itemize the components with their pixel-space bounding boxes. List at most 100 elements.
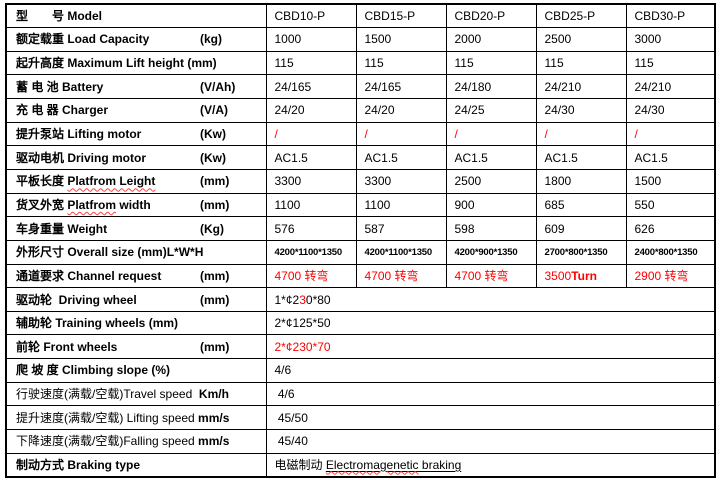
text-run: 制动方式 Braking type [16, 457, 141, 472]
table-row-lift-height: 起升高度 Maximum Lift height (mm) 115 115 115 11… [5, 50, 716, 76]
cell-lifting-speed-0: 45/50 [265, 405, 716, 431]
text-run: AC1.5 [454, 150, 488, 165]
text-run: 前轮 Front wheels [16, 339, 118, 354]
text-run: 4/6 [274, 363, 292, 378]
cell-model-4: CBD30-P [625, 3, 716, 29]
table-row-channel-request: 通道要求 Channel request (mm) 4700 转弯 4700 转弯 47… [5, 263, 716, 289]
table-row-platform-length: 平板长度 Platfrom Leight (mm) 3300 3300 2500 1800… [5, 168, 716, 194]
text-run: / [454, 127, 458, 142]
cell-battery-1: 24/165 [355, 74, 447, 100]
text-run: 辅助轮 Training wheels (mm) [16, 316, 179, 331]
text-run: 车身重量 Weight [16, 221, 108, 236]
table-row-braking-type: 制动方式 Braking type 电磁制动 Electromagenetic b… [5, 452, 716, 478]
cell-front-wheels-0: 2*¢230*70 [265, 334, 716, 360]
text-run: 行驶速度(满载/空载)Travel speed [16, 387, 199, 402]
text-run: 115 [274, 56, 294, 71]
cell-battery-4: 24/210 [625, 74, 716, 100]
cell-platform-width-2: 900 [445, 192, 537, 218]
cell-falling-speed-0: 45/40 [265, 429, 716, 454]
text-run: 24/210 [634, 79, 672, 94]
text-run: 24/30 [544, 103, 575, 118]
row-label-climbing-slope: 爬 坡 度 Climbing slope (%) [5, 358, 267, 383]
text-run: 3300 [274, 174, 302, 189]
row-unit-battery: (V/Ah) [200, 79, 236, 94]
text-run: 1100 [364, 197, 391, 212]
text-run: mm/s [198, 410, 230, 425]
text-run: 24/165 [274, 79, 312, 94]
text-run: 1500 [634, 174, 662, 189]
text-run: 45/50 [274, 410, 308, 425]
table-row-weight: 车身重量 Weight (Kg) 576 587 598 609 626 [5, 216, 716, 241]
cell-overall-size-0: 4200*1100*1350 [265, 239, 357, 265]
text-run: 24/30 [634, 103, 665, 118]
cell-lift-height-4: 115 [625, 50, 716, 76]
table-row-climbing-slope: 爬 坡 度 Climbing slope (%) 4/6 [5, 358, 716, 383]
text-run: 24/25 [454, 103, 485, 118]
cell-charger-2: 24/25 [445, 98, 537, 123]
text-run: / [634, 127, 638, 142]
text-run: 3500 [544, 268, 572, 283]
row-label-weight: 车身重量 Weight (Kg) [5, 216, 267, 241]
cell-channel-request-2: 4700 转弯 [445, 263, 537, 289]
row-label-front-wheels: 前轮 Front wheels (mm) [5, 334, 267, 360]
cell-travel-speed-0: 4/6 [265, 381, 716, 407]
row-unit-charger: (V/A) [200, 103, 228, 118]
text-run: CBD25-P [544, 9, 596, 24]
cell-lift-height-0: 115 [265, 50, 357, 76]
row-unit-channel-request: (mm) [200, 268, 230, 283]
spec-table-body: 型 号 Model CBD10-P CBD15-P CBD20-P CBD25-P CBD… [5, 3, 716, 478]
text-run: 45/40 [274, 434, 308, 449]
cell-battery-3: 24/210 [535, 74, 627, 100]
cell-platform-width-1: 1100 [355, 192, 447, 218]
cell-lift-height-1: 115 [355, 50, 447, 76]
table-row-battery: 蓄 电 池 Battery (V/Ah) 24/165 24/165 24/180 24/… [5, 74, 716, 100]
table-row-platform-width: 货叉外宽 Platfrom width (mm) 1100 1100 900 685 550 [5, 192, 716, 218]
text-run: 4200*1100*1350 [364, 247, 433, 259]
text-run: Electromagenetic [326, 458, 419, 472]
text-run: 3000 [634, 32, 662, 47]
text-run: 4/6 [274, 387, 295, 402]
text-run: 通道要求 Channel request [16, 268, 162, 283]
cell-channel-request-1: 4700 转弯 [355, 263, 447, 289]
text-run: 4700 转弯 [274, 268, 329, 283]
cell-lifting-motor-0: / [265, 121, 357, 147]
cell-channel-request-3: 3500Turn [535, 263, 627, 289]
text-run: 115 [544, 56, 564, 71]
text-run: AC1.5 [544, 150, 578, 165]
text-run: 蓄 电 池 Battery [16, 79, 104, 94]
text-run: 587 [364, 221, 385, 236]
cell-load-capacity-1: 1500 [355, 27, 447, 52]
cell-lifting-motor-2: / [445, 121, 537, 147]
text-run: 24/180 [454, 79, 492, 94]
text-run: CBD20-P [454, 9, 506, 24]
text-run: 驱动轮 Driving wheel [16, 292, 137, 307]
text-run: 型 号 Model [16, 9, 102, 24]
row-label-lift-height: 起升高度 Maximum Lift height (mm) [5, 50, 267, 76]
table-row-model: 型 号 Model CBD10-P CBD15-P CBD20-P CBD25-P CBD… [5, 3, 716, 29]
row-label-model: 型 号 Model [5, 3, 267, 29]
row-label-falling-speed: 下降速度(满载/空载)Falling speed mm/s [5, 429, 267, 454]
text-run: 4200*900*1350 [454, 247, 518, 259]
text-run: 900 [454, 197, 475, 212]
table-row-lifting-speed: 提升速度(满载/空载) Lifting speed mm/s 45/50 [5, 405, 716, 431]
text-run: 609 [544, 221, 565, 236]
text-run: 平板长度 [16, 174, 68, 189]
text-run: 驱动电机 Driving motor [16, 150, 147, 165]
text-run: CBD30-P [634, 9, 686, 24]
text-run: 下降速度(满载/空载)Falling speed [16, 434, 199, 449]
row-label-charger: 充 电 器 Charger (V/A) [5, 98, 267, 123]
text-run: 626 [634, 221, 655, 236]
row-unit-lifting-motor: (Kw) [200, 127, 226, 142]
cell-weight-4: 626 [625, 216, 716, 241]
text-run: / [544, 127, 548, 142]
cell-overall-size-1: 4200*1100*1350 [355, 239, 447, 265]
cell-climbing-slope-0: 4/6 [265, 358, 716, 383]
row-label-battery: 蓄 电 池 Battery (V/Ah) [5, 74, 267, 100]
row-unit-driving-wheel: (mm) [200, 292, 230, 307]
row-label-overall-size: 外形尺寸 Overall size (mm)L*W*H [5, 239, 267, 265]
cell-model-3: CBD25-P [535, 3, 627, 29]
cell-lifting-motor-1: / [355, 121, 447, 147]
cell-weight-3: 609 [535, 216, 627, 241]
cell-load-capacity-3: 2500 [535, 27, 627, 52]
text-run: 提升泵站 Lifting motor [16, 127, 142, 142]
